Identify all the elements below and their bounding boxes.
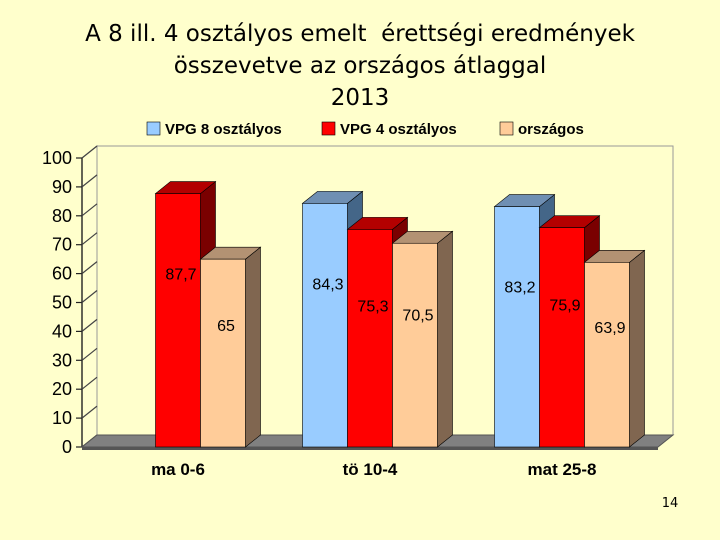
bar-side [629, 249, 645, 448]
data-label: 63,9 [594, 320, 625, 337]
data-label: 70,5 [402, 308, 433, 325]
y-tick-label: 30 [52, 350, 72, 370]
floor-edge [82, 447, 658, 450]
data-label: 84,3 [312, 276, 343, 293]
legend-entry: VPG 8 osztályos [146, 121, 282, 138]
y-tick-label: 60 [52, 264, 72, 284]
legend-label: VPG 4 osztályos [340, 121, 457, 138]
bar-front [494, 206, 540, 448]
y-gridline-diagonal [81, 203, 98, 217]
y-tick-label: 40 [52, 321, 72, 341]
y-tick-label: 0 [62, 437, 72, 457]
chart-legend: VPG 8 osztályos VPG 4 osztályos országos [146, 121, 584, 138]
y-tick-label: 70 [52, 235, 72, 255]
legend-label: VPG 8 osztályos [165, 121, 282, 138]
data-label: 75,9 [549, 297, 580, 314]
bar-front [200, 258, 246, 448]
y-gridline-diagonal [81, 145, 98, 159]
slide-title: A 8 ill. 4 osztályos emelt érettségi ere… [0, 18, 720, 114]
legend-swatch [146, 121, 161, 136]
y-gridline-diagonal [81, 290, 98, 303]
x-axis-labels: ma 0-6 tö 10-4 mat 25-8 [151, 460, 596, 479]
y-gridline-diagonal [81, 405, 98, 419]
y-tick-label: 20 [52, 379, 72, 399]
y-gridline-diagonal [81, 232, 98, 246]
y-tick-label: 10 [52, 408, 72, 428]
bar-front [584, 262, 630, 448]
bar: 63,9 [583, 249, 646, 448]
y-gridline-diagonal [81, 261, 98, 275]
legend-entry: országos [499, 121, 584, 138]
legend-label: országos [518, 121, 584, 138]
data-label: 65 [217, 318, 235, 335]
title-line-3: 2013 [330, 85, 390, 111]
legend-entry: VPG 4 osztályos [321, 121, 457, 138]
bar-front [392, 242, 438, 448]
legend-swatch [321, 121, 336, 136]
x-tick-label: tö 10-4 [343, 460, 398, 479]
data-label: 75,3 [357, 299, 388, 316]
bar: 65 [199, 246, 262, 448]
bar-front [302, 203, 348, 448]
data-label: 87,7 [165, 267, 196, 284]
y-tick-label: 90 [52, 177, 72, 197]
y-tick-label: 80 [52, 206, 72, 226]
data-label: 83,2 [504, 280, 535, 297]
x-tick-label: mat 25-8 [528, 460, 597, 479]
bar-side [437, 230, 453, 448]
y-axis: 0 10 20 30 40 50 60 70 80 90 100 [42, 145, 98, 457]
bar: 70,5 [391, 230, 454, 448]
legend-swatch [499, 121, 514, 136]
y-gridline-diagonal [81, 174, 98, 188]
bar-front [347, 229, 393, 448]
y-gridline-diagonal [81, 376, 98, 390]
bar-front [155, 193, 201, 448]
title-line-2: összevetve az országos átlaggal [173, 53, 547, 79]
y-gridline-diagonal [81, 318, 98, 332]
bar-front [539, 227, 585, 448]
y-tick-label: 100 [42, 148, 72, 168]
page-number: 14 [661, 496, 679, 511]
y-tick-label: 50 [52, 293, 72, 313]
bar-side [245, 246, 261, 448]
y-gridline-diagonal [81, 347, 98, 361]
title-line-1: A 8 ill. 4 osztályos emelt érettségi ere… [85, 21, 635, 47]
chart-bars: 87,7 65 84,3 75,3 70,5 83,2 75,9 63,9 [154, 180, 646, 448]
x-tick-label: ma 0-6 [151, 460, 205, 479]
